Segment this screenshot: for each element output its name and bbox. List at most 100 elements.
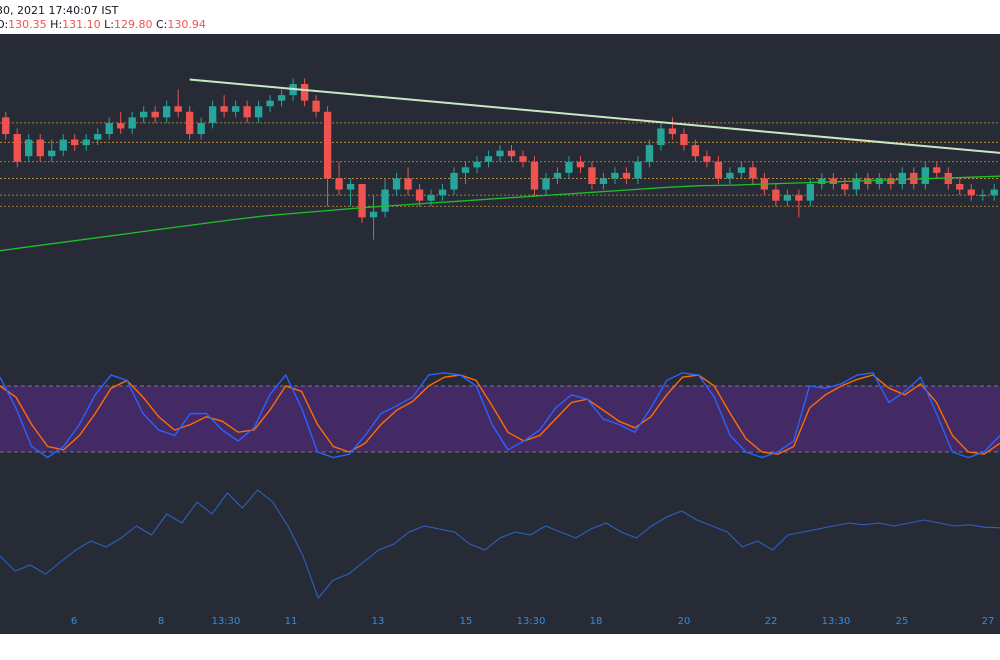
candle — [749, 161, 757, 184]
candle — [381, 178, 389, 218]
candle-body — [542, 178, 550, 190]
candle-body — [622, 172, 631, 179]
candle — [369, 195, 378, 240]
candle-body — [772, 189, 780, 201]
x-tick-label: 20 — [678, 616, 691, 627]
candle — [346, 178, 355, 207]
trendline[interactable] — [189, 78, 1000, 154]
x-tick-label: 11 — [285, 616, 298, 627]
candle-body — [231, 106, 240, 112]
candle-body — [634, 161, 642, 179]
candle — [94, 128, 102, 146]
candle-body — [438, 189, 447, 196]
candle — [128, 111, 136, 134]
candle-body — [530, 161, 539, 190]
oscillator-line — [0, 489, 1000, 600]
candle — [71, 134, 79, 151]
candle — [795, 189, 803, 218]
candle — [174, 89, 182, 118]
candle — [519, 150, 527, 168]
x-axis: 6 8 13:30 11 13 15 13:30 18 20 22 13:30 25 27 — [71, 616, 995, 627]
candle-body — [921, 167, 929, 184]
candle-body — [703, 156, 711, 162]
candle — [162, 100, 171, 123]
candle-body — [427, 195, 435, 201]
candle — [2, 111, 10, 140]
candle — [266, 95, 274, 112]
candle — [875, 172, 883, 190]
candle — [254, 100, 263, 123]
candle-body — [71, 139, 79, 146]
header-datetime: 30, 2021 17:40:07 IST — [0, 4, 119, 17]
candle — [473, 156, 481, 173]
candle-body — [979, 195, 987, 197]
candle-body — [25, 139, 33, 157]
candle-body — [185, 111, 194, 134]
ohlc-high-label: H: — [50, 18, 63, 31]
candle-body — [2, 117, 10, 134]
candle-body — [254, 106, 263, 118]
candle-body — [128, 117, 136, 129]
price-chart[interactable]: 6 8 13:30 11 13 15 13:30 18 20 22 13:30 25 27 — [0, 34, 1000, 634]
x-tick-label: 18 — [590, 616, 603, 627]
candle — [818, 172, 826, 190]
candle-body — [381, 189, 389, 212]
candle-body — [162, 106, 171, 118]
candle-body — [277, 95, 286, 101]
candle-body — [415, 189, 424, 201]
candle — [898, 167, 906, 190]
candle — [415, 184, 424, 207]
ohlc-low-label: L: — [104, 18, 114, 31]
candle-body — [726, 172, 734, 179]
price-pane — [0, 78, 1000, 252]
candle — [140, 106, 148, 123]
candle-body — [519, 156, 527, 162]
candle-body — [875, 178, 883, 184]
candle-body — [266, 100, 274, 107]
candle-body — [887, 178, 895, 184]
candle-body — [450, 172, 458, 190]
candle — [450, 167, 458, 196]
candle — [576, 156, 585, 173]
candles — [2, 78, 998, 240]
candle — [979, 189, 987, 201]
candle-body — [599, 178, 608, 184]
candle-body — [496, 150, 504, 157]
candle — [772, 184, 780, 207]
candle — [312, 95, 320, 118]
candle-body — [783, 195, 792, 201]
ohlc-low-value: 129.80 — [114, 18, 153, 31]
candle-body — [312, 100, 320, 112]
candle-body — [553, 172, 562, 179]
candle — [25, 134, 33, 162]
candle — [680, 128, 688, 151]
candle — [243, 100, 251, 123]
chart-background — [0, 34, 1000, 634]
candle-body — [335, 178, 343, 190]
candle-body — [967, 189, 975, 196]
candle-body — [818, 178, 826, 184]
candle-body — [841, 184, 849, 190]
candle — [967, 184, 975, 201]
ohlc-high-value: 131.10 — [62, 18, 101, 31]
x-tick-label: 22 — [765, 616, 778, 627]
candle — [565, 156, 573, 179]
candle-body — [151, 111, 159, 118]
candle — [691, 139, 700, 162]
candle-body — [59, 139, 67, 151]
candle — [956, 178, 964, 196]
candle-body — [243, 106, 251, 118]
candle — [461, 161, 470, 184]
candle — [392, 172, 401, 196]
candle-body — [588, 167, 596, 184]
candle-body — [576, 161, 585, 168]
candle-body — [140, 111, 148, 118]
candle — [117, 111, 125, 134]
candle-body — [680, 134, 688, 146]
candle-body — [565, 161, 573, 173]
oscillator-pane — [0, 489, 1000, 600]
x-tick-label: 13 — [372, 616, 385, 627]
candle-body — [208, 106, 217, 123]
candle-body — [404, 178, 412, 190]
candle-body — [691, 145, 700, 157]
